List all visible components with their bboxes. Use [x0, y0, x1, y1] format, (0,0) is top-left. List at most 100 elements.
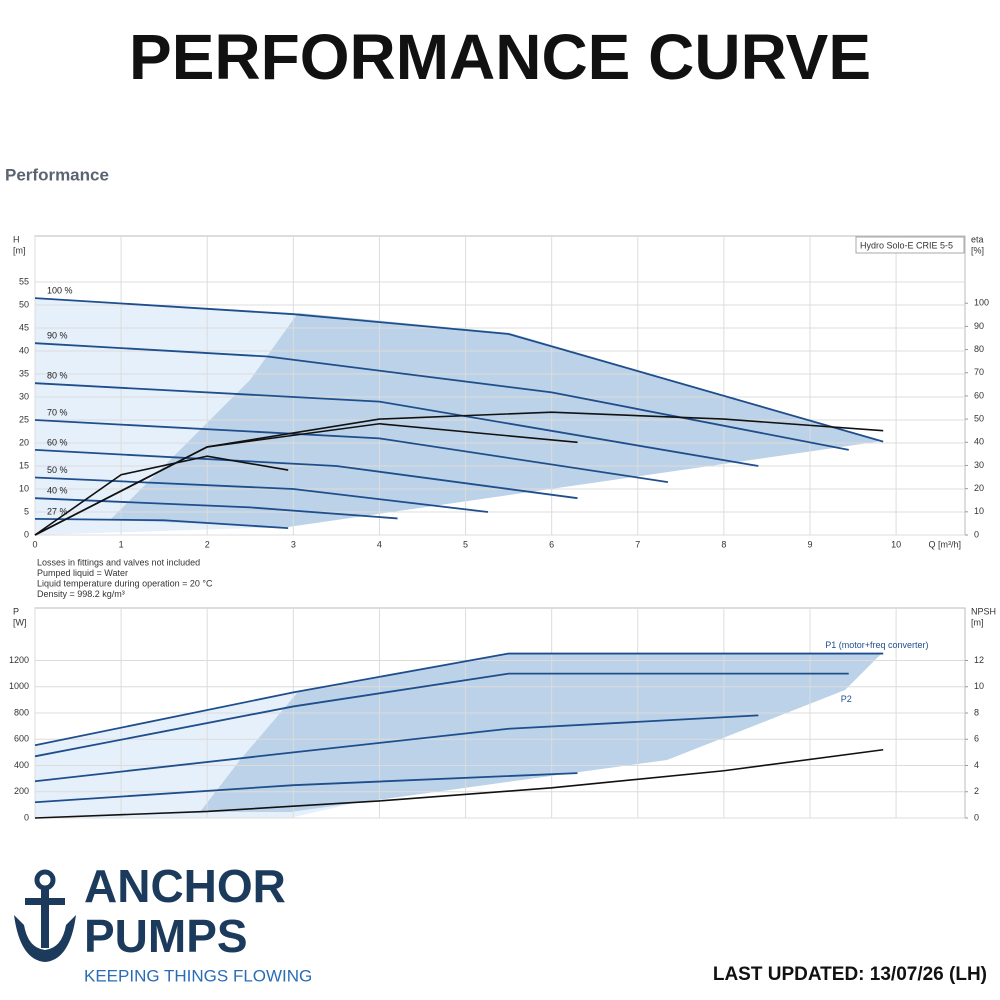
y-tick-label: 0	[24, 812, 29, 822]
y-tick-label: 400	[14, 760, 29, 770]
range-shade	[200, 653, 882, 812]
y2-tick-label: 30	[974, 460, 984, 470]
x-tick-label: 7	[635, 539, 640, 549]
series-label: 50 %	[47, 465, 68, 475]
x-tick-label: 4	[377, 539, 382, 549]
y-tick-label: 25	[19, 414, 29, 424]
y2-tick-label: 100	[974, 298, 989, 308]
series-label: 70 %	[47, 407, 68, 417]
logo-line: ANCHOR	[84, 860, 286, 912]
y2-tick-label: 90	[974, 321, 984, 331]
series-label: P2	[841, 694, 852, 704]
x-tick-label: 5	[463, 539, 468, 549]
note: Pumped liquid = Water	[37, 568, 128, 578]
series-line	[34, 422, 578, 536]
y-tick-label: 5	[24, 506, 29, 516]
y-tick-label: 35	[19, 368, 29, 378]
y-tick-label: 45	[19, 322, 29, 332]
y-tick-label: 55	[19, 276, 29, 286]
plots: 0 1 2 3 4 5 6 7 8 9 100510152025303540455055010203…	[9, 234, 996, 822]
y2-tick-label: 80	[974, 344, 984, 354]
series-line	[34, 772, 578, 804]
y-tick-label: 40	[19, 345, 29, 355]
note: Liquid temperature during operation = 20…	[37, 578, 213, 588]
y2-tick-label: 0	[974, 529, 979, 539]
legend-title: Hydro Solo-E CRIE 5-5	[860, 240, 953, 250]
y-axis-label: P	[13, 606, 19, 616]
y-tick-label: 600	[14, 734, 29, 744]
y2-tick-label: 4	[974, 760, 979, 770]
series-line	[34, 497, 398, 520]
anchor-icon	[25, 898, 65, 905]
y2-tick-label: 40	[974, 437, 984, 447]
y2-tick-label: 0	[974, 812, 979, 822]
y2-tick-label: 50	[974, 413, 984, 423]
series-line	[34, 297, 884, 443]
series-line	[34, 652, 884, 747]
y2-tick-label: 2	[974, 786, 979, 796]
series-label: 40 %	[47, 486, 68, 496]
chart: 0 200 400 600 800 1000 1200 0 2 4 6 8 10 12 P[W] NPSH[m…	[9, 606, 996, 822]
notes: Losses in fittings and valves not includ…	[37, 557, 213, 599]
series-line	[34, 518, 289, 529]
y2-tick-label: 20	[974, 483, 984, 493]
y-tick-label: 50	[19, 299, 29, 309]
y-axis-label: H	[13, 234, 20, 244]
x-axis-label: Q [m³/h]	[928, 539, 961, 549]
page-title: PERFORMANCE CURVE	[129, 21, 871, 93]
logo-line: PUMPS	[84, 910, 248, 962]
y-tick-label: 1000	[9, 681, 29, 691]
x-tick-label: 8	[721, 539, 726, 549]
y-tick-label: 0	[24, 529, 29, 539]
y2-tick-label: 60	[974, 390, 984, 400]
y2-tick-label: 70	[974, 367, 984, 377]
x-tick-label: 3	[291, 539, 296, 549]
chart: 0 1 2 3 4 5 6 7 8 9 100510152025303540455055010203…	[13, 234, 989, 549]
note: Density = 998.2 kg/m³	[37, 589, 125, 599]
series-label: 100 %	[47, 285, 73, 295]
anchor-icon	[34, 869, 56, 891]
logo-tagline: KEEPING THINGS FLOWING	[84, 966, 312, 985]
series-label: 27 %	[47, 506, 68, 516]
y-tick-label: 800	[14, 707, 29, 717]
y2-tick-label: 12	[974, 655, 984, 665]
anchor-icon	[41, 888, 49, 948]
series-line	[34, 672, 849, 758]
series-line	[34, 455, 289, 536]
section-title: Performance	[5, 165, 109, 184]
series-line	[34, 714, 759, 783]
y-tick-label: 20	[19, 437, 29, 447]
y2-tick-label: 8	[974, 707, 979, 717]
y-tick-label: 15	[19, 460, 29, 470]
x-tick-label: 1	[119, 539, 124, 549]
series-line	[34, 476, 489, 513]
y-axis-label: [W]	[13, 617, 27, 627]
y2-axis-label: [%]	[971, 245, 984, 255]
y2-tick-label: 6	[974, 734, 979, 744]
y2-axis-label: eta	[971, 234, 984, 244]
y-tick-label: 200	[14, 786, 29, 796]
y-axis-label: [m]	[13, 245, 26, 255]
x-tick-label: 2	[205, 539, 210, 549]
legend-box	[855, 236, 965, 254]
note: Losses in fittings and valves not includ…	[37, 557, 200, 567]
series-line	[34, 382, 759, 467]
x-tick-label: 6	[549, 539, 554, 549]
y-tick-label: 1200	[9, 655, 29, 665]
x-tick-label: 0	[32, 539, 37, 549]
footer: LAST UPDATED: 13/07/26 (LH)	[713, 964, 987, 985]
anchor-icon	[14, 915, 76, 962]
y2-tick-label: 10	[974, 506, 984, 516]
series-line	[34, 748, 884, 819]
y2-tick-label: 10	[974, 681, 984, 691]
series-line	[34, 449, 578, 500]
series-line	[34, 419, 669, 483]
series-label: 80 %	[47, 371, 68, 381]
x-tick-label: 9	[807, 539, 812, 549]
x-tick-label: 10	[891, 539, 901, 549]
y2-axis-label: [m]	[971, 617, 984, 627]
series-line	[34, 342, 849, 451]
series-label: 90 %	[47, 331, 68, 341]
